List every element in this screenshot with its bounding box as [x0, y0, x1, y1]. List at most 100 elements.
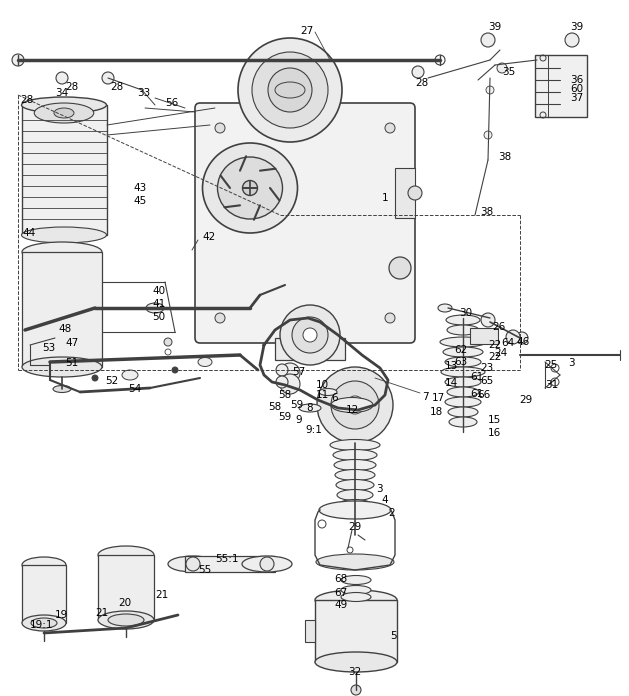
Text: 32: 32	[348, 667, 361, 677]
Ellipse shape	[446, 315, 480, 325]
Text: 17: 17	[432, 393, 445, 403]
Ellipse shape	[31, 618, 57, 628]
Bar	[470, 328, 498, 344]
Circle shape	[252, 52, 328, 128]
Ellipse shape	[341, 576, 371, 585]
Text: 47: 47	[65, 338, 78, 348]
Ellipse shape	[338, 500, 372, 510]
Text: 26: 26	[492, 322, 505, 332]
Text: 65: 65	[480, 376, 493, 386]
Text: 57: 57	[292, 367, 305, 377]
Ellipse shape	[54, 108, 74, 118]
FancyBboxPatch shape	[195, 103, 415, 343]
Text: 39: 39	[488, 22, 501, 32]
Circle shape	[260, 557, 274, 571]
Text: 14: 14	[445, 378, 459, 388]
Text: 31: 31	[545, 380, 559, 390]
Ellipse shape	[21, 227, 106, 243]
Text: 7: 7	[422, 392, 428, 402]
Bar	[395, 168, 415, 218]
Text: 28: 28	[20, 95, 33, 105]
Ellipse shape	[218, 157, 282, 219]
Ellipse shape	[316, 554, 394, 570]
Circle shape	[516, 332, 528, 344]
Ellipse shape	[334, 459, 376, 470]
Text: 37: 37	[570, 93, 583, 103]
Ellipse shape	[315, 652, 397, 672]
Text: 55:1: 55:1	[215, 554, 238, 564]
Text: 64: 64	[501, 338, 515, 348]
Circle shape	[215, 313, 225, 323]
Text: 44: 44	[22, 228, 35, 238]
Circle shape	[486, 86, 494, 94]
Ellipse shape	[299, 404, 321, 412]
Ellipse shape	[21, 97, 106, 113]
Bar	[22, 565, 66, 623]
Ellipse shape	[168, 556, 218, 572]
Ellipse shape	[98, 611, 154, 629]
Ellipse shape	[122, 370, 138, 380]
Ellipse shape	[242, 556, 292, 572]
Circle shape	[268, 68, 312, 112]
Ellipse shape	[441, 367, 485, 377]
Text: 67: 67	[334, 588, 347, 598]
Ellipse shape	[198, 358, 212, 367]
Circle shape	[481, 33, 495, 47]
Text: 51: 51	[65, 358, 78, 368]
Circle shape	[351, 685, 361, 695]
Circle shape	[280, 363, 300, 383]
Bar	[198, 228, 220, 256]
Ellipse shape	[275, 82, 305, 98]
Text: 2: 2	[388, 508, 394, 518]
Circle shape	[317, 367, 393, 443]
Ellipse shape	[447, 387, 479, 397]
Bar	[275, 338, 345, 360]
Text: 3: 3	[376, 484, 382, 494]
Ellipse shape	[337, 489, 373, 500]
Ellipse shape	[449, 417, 477, 427]
Circle shape	[280, 305, 340, 365]
Text: 29: 29	[519, 395, 532, 405]
Text: 21: 21	[155, 590, 168, 600]
Ellipse shape	[108, 614, 144, 626]
Text: 28: 28	[110, 82, 123, 92]
Text: 43: 43	[133, 183, 147, 193]
Circle shape	[292, 317, 328, 353]
Ellipse shape	[440, 337, 486, 347]
Ellipse shape	[34, 103, 94, 123]
Text: 60: 60	[570, 84, 583, 94]
Bar	[535, 55, 587, 117]
Ellipse shape	[53, 386, 71, 393]
Ellipse shape	[290, 343, 330, 355]
Circle shape	[186, 557, 200, 571]
Text: 56: 56	[165, 98, 178, 108]
Text: 42: 42	[202, 232, 215, 242]
Text: 35: 35	[502, 67, 515, 77]
Text: 49: 49	[334, 600, 347, 610]
Text: 1: 1	[382, 193, 389, 203]
Text: 8: 8	[306, 403, 313, 413]
Text: 20: 20	[118, 598, 131, 608]
Circle shape	[346, 396, 364, 414]
Text: 48: 48	[58, 324, 71, 334]
Text: 39: 39	[570, 22, 583, 32]
Text: 50: 50	[152, 312, 165, 322]
Ellipse shape	[389, 257, 411, 279]
Text: 66: 66	[477, 390, 490, 400]
Text: 29: 29	[348, 522, 361, 532]
Text: 28: 28	[65, 82, 78, 92]
Text: 53: 53	[42, 343, 55, 353]
Text: 4: 4	[381, 495, 387, 505]
Circle shape	[215, 123, 225, 133]
Text: 61: 61	[470, 389, 483, 399]
Ellipse shape	[333, 450, 377, 461]
Text: 27: 27	[300, 26, 313, 36]
Text: 22: 22	[488, 352, 501, 362]
Text: 19: 19	[55, 610, 69, 620]
Ellipse shape	[22, 242, 102, 262]
Circle shape	[56, 72, 68, 84]
Text: 58: 58	[278, 390, 291, 400]
Ellipse shape	[146, 303, 164, 313]
Text: 21: 21	[95, 608, 108, 618]
Ellipse shape	[335, 470, 375, 480]
